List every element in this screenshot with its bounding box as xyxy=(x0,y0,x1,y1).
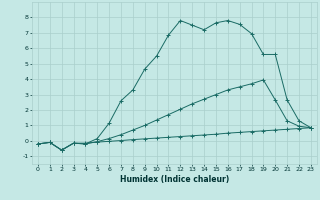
X-axis label: Humidex (Indice chaleur): Humidex (Indice chaleur) xyxy=(120,175,229,184)
